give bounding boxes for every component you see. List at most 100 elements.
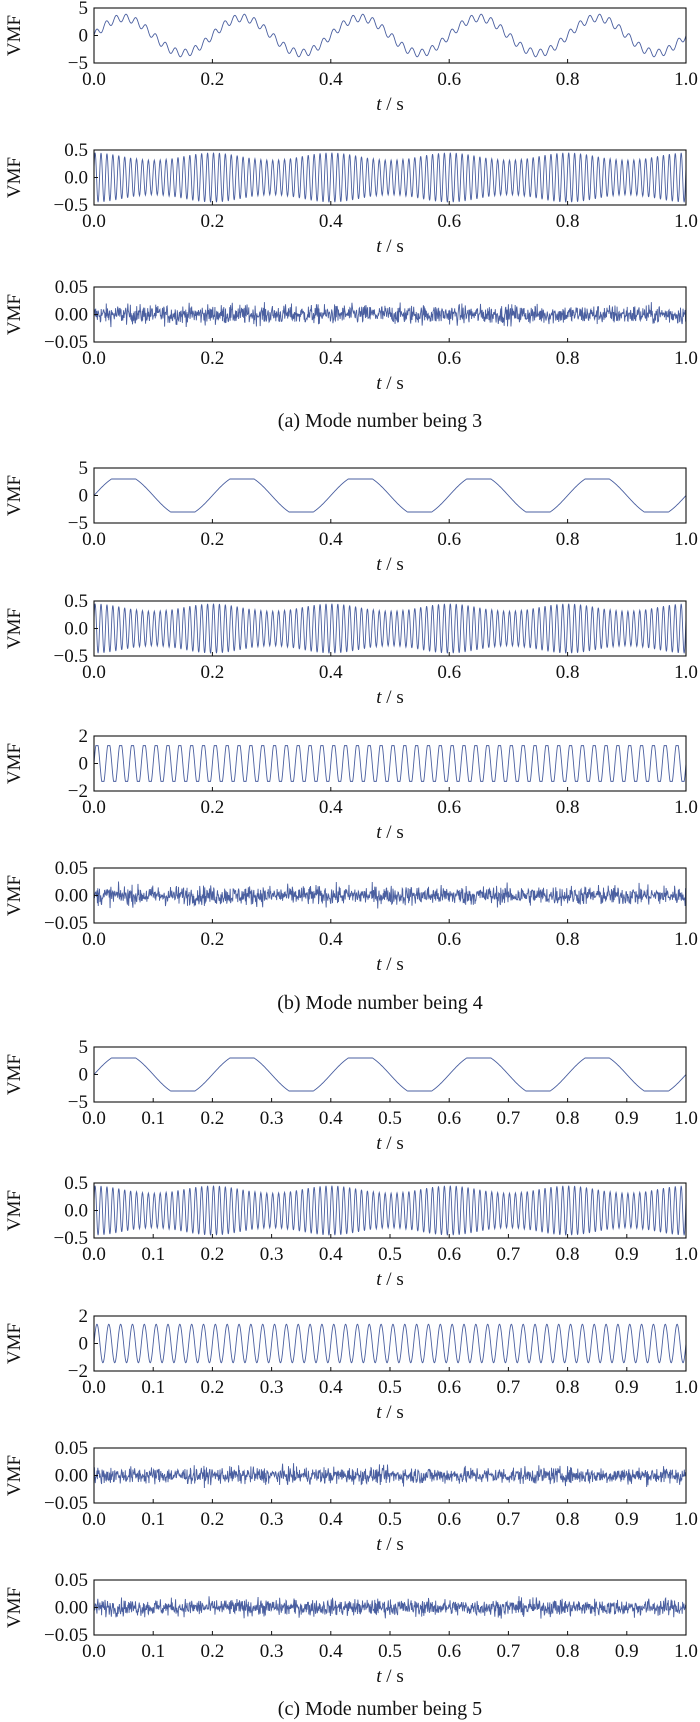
- x-axis-variable: t: [376, 94, 382, 115]
- series-line-b1: [93, 478, 687, 513]
- y-tick-label: 0.00: [55, 305, 88, 326]
- x-tick-label: 0.8: [556, 211, 580, 232]
- x-tick-label: 0.2: [201, 797, 225, 818]
- series-line-a2: [93, 152, 687, 203]
- x-tick-label: 0.4: [319, 69, 343, 90]
- x-tick-label: 0.4: [319, 662, 343, 683]
- x-tick-label: 0.0: [82, 1244, 106, 1265]
- x-tick-label: 1.0: [674, 662, 698, 683]
- y-tick-label: 5: [79, 458, 89, 479]
- y-tick-label: 0: [79, 754, 89, 775]
- y-tick-label: 2: [79, 1306, 89, 1327]
- x-tick-label: 0.2: [201, 1108, 225, 1129]
- panel-a3: 0.05 0.00 −0.050.0 0.2 0.4 0.6 0.8 1.0 VMF t / s: [4, 277, 698, 394]
- x-axis-variable: t: [376, 1133, 382, 1154]
- y-tick-label: 0.5: [64, 1173, 88, 1194]
- x-tick-label: 0.8: [556, 348, 580, 369]
- x-axis-variable: t: [376, 954, 382, 975]
- y-tick-label: 0.05: [55, 277, 88, 298]
- y-axis-label: VMF: [4, 294, 25, 335]
- y-tick-label: 5: [79, 1037, 89, 1058]
- x-tick-label: 0.6: [437, 69, 461, 90]
- x-tick-label: 0.5: [378, 1377, 402, 1398]
- x-tick-label: 0.8: [556, 1244, 580, 1265]
- x-axis-unit: / s: [382, 94, 404, 115]
- y-tick-label: −0.5: [54, 1228, 88, 1249]
- x-tick-label: 0.0: [82, 1108, 106, 1129]
- series-line-b2: [93, 603, 687, 654]
- y-axis-label: VMF: [4, 608, 25, 649]
- y-axis-label: VMF: [4, 1054, 25, 1095]
- y-tick-label: 0.5: [64, 591, 88, 612]
- y-tick-label: 0.0: [64, 619, 88, 640]
- y-axis-label: VMF: [4, 15, 25, 56]
- x-axis-label: t / s: [376, 1666, 403, 1687]
- x-tick-label: 0.0: [82, 1641, 106, 1662]
- x-axis-variable: t: [376, 554, 382, 575]
- panel-a1: 5 0 −50.0 0.2 0.4 0.6 0.8 1.0 VMF t / s: [4, 0, 698, 115]
- x-tick-label: 0.6: [437, 1509, 461, 1530]
- x-tick-label: 0.1: [141, 1509, 165, 1530]
- x-tick-label: 0.6: [437, 1377, 461, 1398]
- x-axis-label: t / s: [376, 1133, 403, 1154]
- x-tick-label: 1.0: [674, 1244, 698, 1265]
- x-tick-label: 0.6: [437, 662, 461, 683]
- x-axis-label: t / s: [376, 1269, 403, 1290]
- x-tick-label: 0.2: [201, 211, 225, 232]
- x-tick-label: 0.8: [556, 1641, 580, 1662]
- y-tick-label: 0.05: [55, 1438, 88, 1459]
- x-axis-unit: / s: [382, 236, 404, 257]
- x-axis-unit: / s: [382, 822, 404, 843]
- panel-c2: 0.50.0−0.50.0 0.1 0.2 0.3 0.4 0.5 0.6 0.7 0.8 0.9…: [4, 1173, 698, 1290]
- y-tick-label: −5: [68, 53, 88, 74]
- y-axis-label: VMF: [4, 1455, 25, 1496]
- x-axis-label: t / s: [376, 1402, 403, 1423]
- x-tick-label: 0.7: [497, 1509, 521, 1530]
- x-tick-label: 1.0: [674, 69, 698, 90]
- x-tick-label: 0.4: [319, 211, 343, 232]
- x-tick-label: 0.5: [378, 1108, 402, 1129]
- y-tick-label: −2: [68, 781, 88, 802]
- y-tick-label: 0.05: [55, 858, 88, 879]
- group-caption: (a) Mode number being 3: [278, 410, 482, 432]
- x-axis-unit: / s: [382, 1534, 404, 1555]
- group-caption: (b) Mode number being 4: [277, 992, 483, 1014]
- x-tick-label: 0.1: [141, 1641, 165, 1662]
- y-axis-label: VMF: [4, 743, 25, 784]
- series-line-c5: [93, 1596, 687, 1619]
- series-line-c2: [93, 1185, 687, 1236]
- x-tick-label: 0.8: [556, 929, 580, 950]
- y-tick-label: 0: [79, 26, 89, 47]
- x-tick-label: 1.0: [674, 1641, 698, 1662]
- x-tick-label: 0.4: [319, 797, 343, 818]
- x-axis-variable: t: [376, 1402, 382, 1423]
- group-caption: (c) Mode number being 5: [278, 1698, 482, 1720]
- x-tick-label: 0.3: [260, 1244, 284, 1265]
- x-tick-label: 0.9: [615, 1108, 639, 1129]
- x-tick-label: 0.2: [201, 69, 225, 90]
- x-axis-label: t / s: [376, 94, 403, 115]
- y-tick-label: 0.00: [55, 1466, 88, 1487]
- x-tick-label: 0.4: [319, 1377, 343, 1398]
- x-tick-label: 0.7: [497, 1244, 521, 1265]
- x-tick-label: 0.9: [615, 1377, 639, 1398]
- y-axis-label: VMF: [4, 1323, 25, 1364]
- x-tick-label: 1.0: [674, 1509, 698, 1530]
- series-line-b4: [93, 881, 687, 909]
- x-axis-variable: t: [376, 1534, 382, 1555]
- x-axis-label: t / s: [376, 554, 403, 575]
- y-tick-label: −5: [68, 513, 88, 534]
- x-axis-label: t / s: [376, 954, 403, 975]
- x-tick-label: 0.1: [141, 1377, 165, 1398]
- x-tick-label: 0.4: [319, 1244, 343, 1265]
- x-tick-label: 0.0: [82, 662, 106, 683]
- x-tick-label: 0.6: [437, 797, 461, 818]
- x-tick-label: 0.8: [556, 1377, 580, 1398]
- x-tick-label: 0.0: [82, 69, 106, 90]
- x-axis-variable: t: [376, 822, 382, 843]
- series-line-a3: [93, 302, 687, 328]
- x-tick-label: 0.5: [378, 1641, 402, 1662]
- x-axis-variable: t: [376, 1666, 382, 1687]
